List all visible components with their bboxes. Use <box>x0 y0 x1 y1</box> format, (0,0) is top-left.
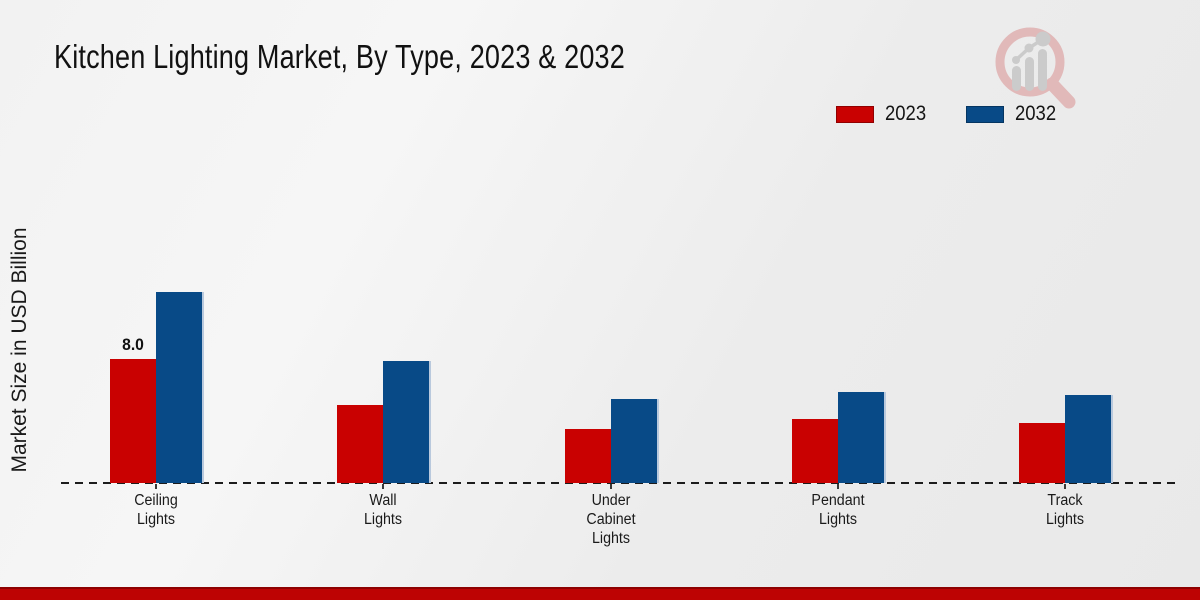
legend-swatch-0 <box>836 105 874 123</box>
category-label: Under Cabinet Lights <box>585 492 636 547</box>
bar-2032-3 <box>837 392 884 483</box>
footer-bar <box>0 587 1200 600</box>
bar-2023-4 <box>1019 423 1066 483</box>
bar-2023-3 <box>791 419 838 483</box>
bar-2032-1 <box>383 361 430 483</box>
axis-tick <box>1064 484 1067 489</box>
category-label: Ceiling Lights <box>133 492 178 528</box>
x-axis-line <box>61 482 1180 484</box>
legend-label-2023: 2023 <box>885 102 927 125</box>
bar-2023-2 <box>564 429 611 483</box>
axis-tick <box>382 484 385 489</box>
legend-swatch-1 <box>965 105 1004 123</box>
bar-2032-0 <box>155 292 202 483</box>
axis-tick <box>154 484 157 489</box>
legend-item-2032: 2032 <box>965 102 1062 126</box>
bar-2023-1 <box>337 405 384 483</box>
chart-title: Kitchen Lighting Market, By Type, 2023 &… <box>54 38 625 75</box>
axis-tick <box>609 484 612 489</box>
bar-value-label: 8.0 <box>121 336 144 354</box>
category-label: Pendant Lights <box>811 492 865 528</box>
bar-2032-2 <box>610 399 657 483</box>
legend-label-2032: 2032 <box>1014 102 1056 125</box>
category-label: Track Lights <box>1046 492 1085 528</box>
bar-2032-4 <box>1065 395 1112 483</box>
brand-logo <box>988 24 1084 115</box>
axis-tick <box>836 484 839 489</box>
magnifier-bar-chart-icon <box>995 27 1076 109</box>
bar-2023-0 <box>109 359 156 483</box>
legend-item-2023: 2023 <box>836 102 932 126</box>
legend: 2023 2032 <box>836 102 1061 126</box>
category-label: Wall Lights <box>364 492 403 528</box>
